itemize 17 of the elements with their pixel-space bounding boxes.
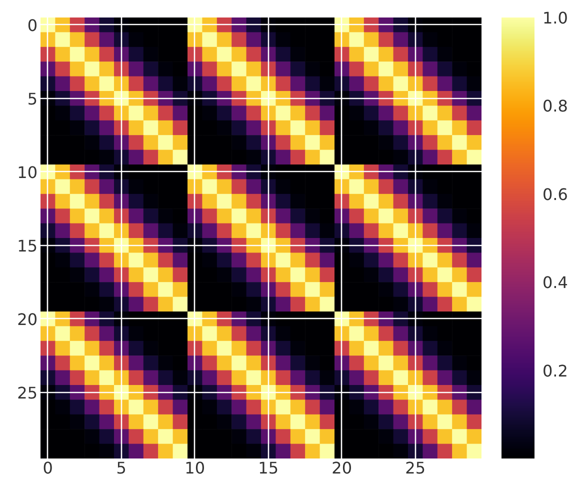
x-tick-label: 25: [405, 458, 426, 478]
color-bar-label: 1.0: [542, 8, 568, 28]
x-tick-label: 15: [258, 458, 279, 478]
color-bar-label: 0.4: [542, 273, 568, 292]
x-tick-label: 20: [332, 458, 352, 478]
y-tick-label: 15: [17, 236, 38, 256]
x-tick-label: 5: [116, 458, 126, 478]
y-tick-label: 0: [27, 16, 38, 35]
color-bar-label: 0.2: [542, 361, 568, 380]
color-bar-label: 0.6: [542, 184, 568, 204]
x-tick-label: 10: [184, 458, 206, 478]
y-tick-label: 25: [17, 383, 38, 402]
color-bar-label: 0.8: [542, 96, 568, 116]
y-tick-label: 20: [17, 310, 38, 329]
y-tick-label: 5: [27, 89, 38, 108]
y-tick-label: 10: [17, 162, 38, 182]
x-tick-label: 0: [42, 458, 53, 478]
